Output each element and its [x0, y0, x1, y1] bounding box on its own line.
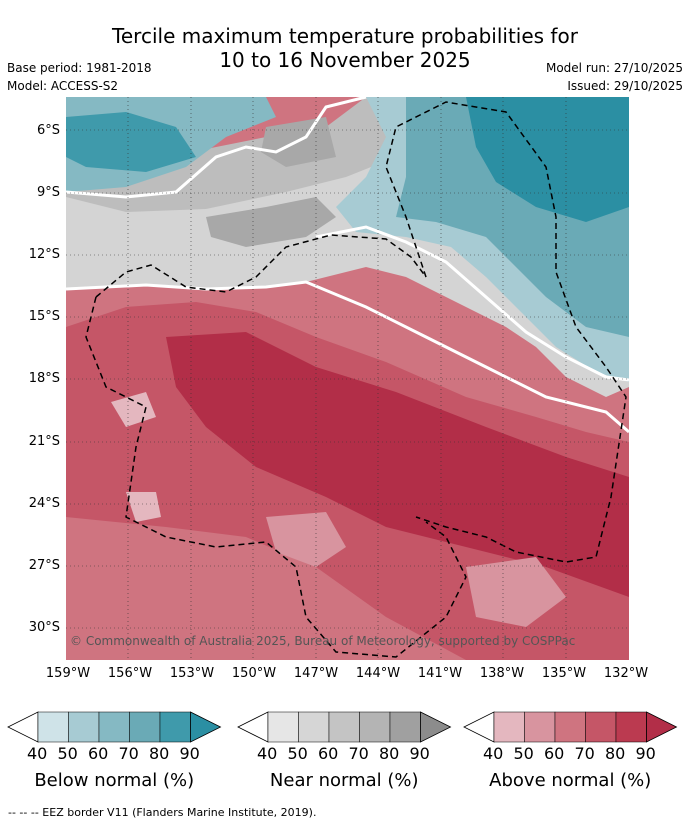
colorbar-segment — [585, 711, 617, 743]
lon-label: 156°W — [107, 666, 153, 681]
colorbar-segment — [298, 711, 330, 743]
colorbar-tick-label: 50 — [57, 744, 78, 763]
lat-label: 15°S — [28, 309, 60, 324]
below-normal-east-core — [466, 97, 629, 222]
lon-label: 147°W — [293, 666, 339, 681]
colorbar-segment — [98, 711, 130, 743]
eez-footer-note: -- -- -- EEZ border V11 (Flanders Marine… — [8, 806, 317, 819]
left-metadata: Base period: 1981-2018 Model: ACCESS-S2 — [7, 59, 152, 95]
colorbar-tick-label: 70 — [118, 744, 139, 763]
contour-line-below-normal-west — [66, 97, 367, 199]
lon-label: 132°W — [603, 666, 649, 681]
colorbar-upper-extend — [420, 711, 452, 743]
colorbar-segment — [159, 711, 191, 743]
colorbar-tick-label: 50 — [513, 744, 534, 763]
colorbar-upper-extend — [646, 711, 678, 743]
colorbar-lower-extend — [7, 711, 39, 743]
colorbar-segment — [328, 711, 360, 743]
lon-label: 159°W — [45, 666, 91, 681]
colorbar-segment — [493, 711, 525, 743]
copyright-notice: © Commonwealth of Australia 2025, Bureau… — [70, 634, 575, 648]
lat-label: 6°S — [36, 123, 60, 138]
colorbar-tick-label: 90 — [635, 744, 656, 763]
right-metadata: Model run: 27/10/2025 Issued: 29/10/2025 — [546, 59, 683, 95]
issued-date: Issued: 29/10/2025 — [567, 79, 683, 93]
base-period: Base period: 1981-2018 — [7, 61, 152, 75]
colorbar-title: Below normal (%) — [34, 770, 195, 791]
colorbar-segment — [129, 711, 161, 743]
colorbar-tick-label: 70 — [348, 744, 369, 763]
colorbar-tick-label: 80 — [605, 744, 626, 763]
lon-label: 153°W — [169, 666, 215, 681]
colorbar-upper-extend — [190, 711, 222, 743]
near-normal-70-region — [206, 197, 336, 247]
colorbar-tick-label: 40 — [27, 744, 48, 763]
colorbar-tick-label: 60 — [544, 744, 565, 763]
colorbar-tick-label: 90 — [409, 744, 430, 763]
colorbar-tick-label: 70 — [574, 744, 595, 763]
lon-label: 138°W — [479, 666, 525, 681]
below-normal-north-west-core — [66, 112, 196, 172]
colorbar-1 — [237, 711, 452, 743]
colorbar-tick-label: 80 — [149, 744, 170, 763]
above-normal-light-patch-1 — [111, 392, 156, 427]
colorbar-tick-label: 40 — [257, 744, 278, 763]
colorbar-tick-label: 90 — [179, 744, 200, 763]
colorbar-segment — [359, 711, 391, 743]
colorbar-2 — [463, 711, 678, 743]
model-name: Model: ACCESS-S2 — [7, 79, 119, 93]
colorbar-segment — [267, 711, 299, 743]
lon-label: 144°W — [355, 666, 401, 681]
colorbar-tick-label: 60 — [318, 744, 339, 763]
lat-label: 18°S — [28, 371, 60, 386]
colorbar-tick-label: 60 — [88, 744, 109, 763]
probability-map: © Commonwealth of Australia 2025, Bureau… — [66, 97, 629, 660]
colorbar-lower-extend — [237, 711, 269, 743]
colorbar-title: Near normal (%) — [269, 770, 419, 791]
colorbar-segment — [68, 711, 100, 743]
lon-label: 135°W — [541, 666, 587, 681]
lon-label: 141°W — [417, 666, 463, 681]
colorbar-0 — [7, 711, 222, 743]
colorbar-segment — [389, 711, 421, 743]
colorbar-tick-label: 40 — [483, 744, 504, 763]
colorbar-segment — [524, 711, 556, 743]
eez-border-line-3 — [85, 296, 467, 658]
above-normal-light-patch-3 — [266, 512, 346, 567]
title-line-1: Tercile maximum temperature probabilitie… — [112, 24, 578, 48]
colorbar-tick-label: 50 — [287, 744, 308, 763]
contour-line-below-normal-east — [315, 225, 629, 382]
colorbar-lower-extend — [463, 711, 495, 743]
title-line-2: 10 to 16 November 2025 — [219, 48, 471, 72]
colorbar-tick-label: 80 — [379, 744, 400, 763]
above-normal-90-region — [166, 332, 629, 597]
lat-label: 27°S — [28, 558, 60, 573]
map-title: Tercile maximum temperature probabilitie… — [0, 24, 690, 72]
lat-label: 21°S — [28, 434, 60, 449]
colorbar-segment — [554, 711, 586, 743]
above-normal-light-patch-2 — [126, 492, 161, 522]
colorbar-title: Above normal (%) — [489, 770, 652, 791]
lat-label: 9°S — [36, 185, 60, 200]
lat-label: 30°S — [28, 620, 60, 635]
lon-label: 150°W — [231, 666, 277, 681]
model-run: Model run: 27/10/2025 — [545, 61, 683, 75]
colorbar-segment — [37, 711, 69, 743]
lat-label: 12°S — [28, 247, 60, 262]
above-normal-light-patch-4 — [466, 557, 566, 627]
colorbar-segment — [615, 711, 647, 743]
lat-label: 24°S — [28, 496, 60, 511]
eez-border-line-1 — [95, 234, 427, 298]
